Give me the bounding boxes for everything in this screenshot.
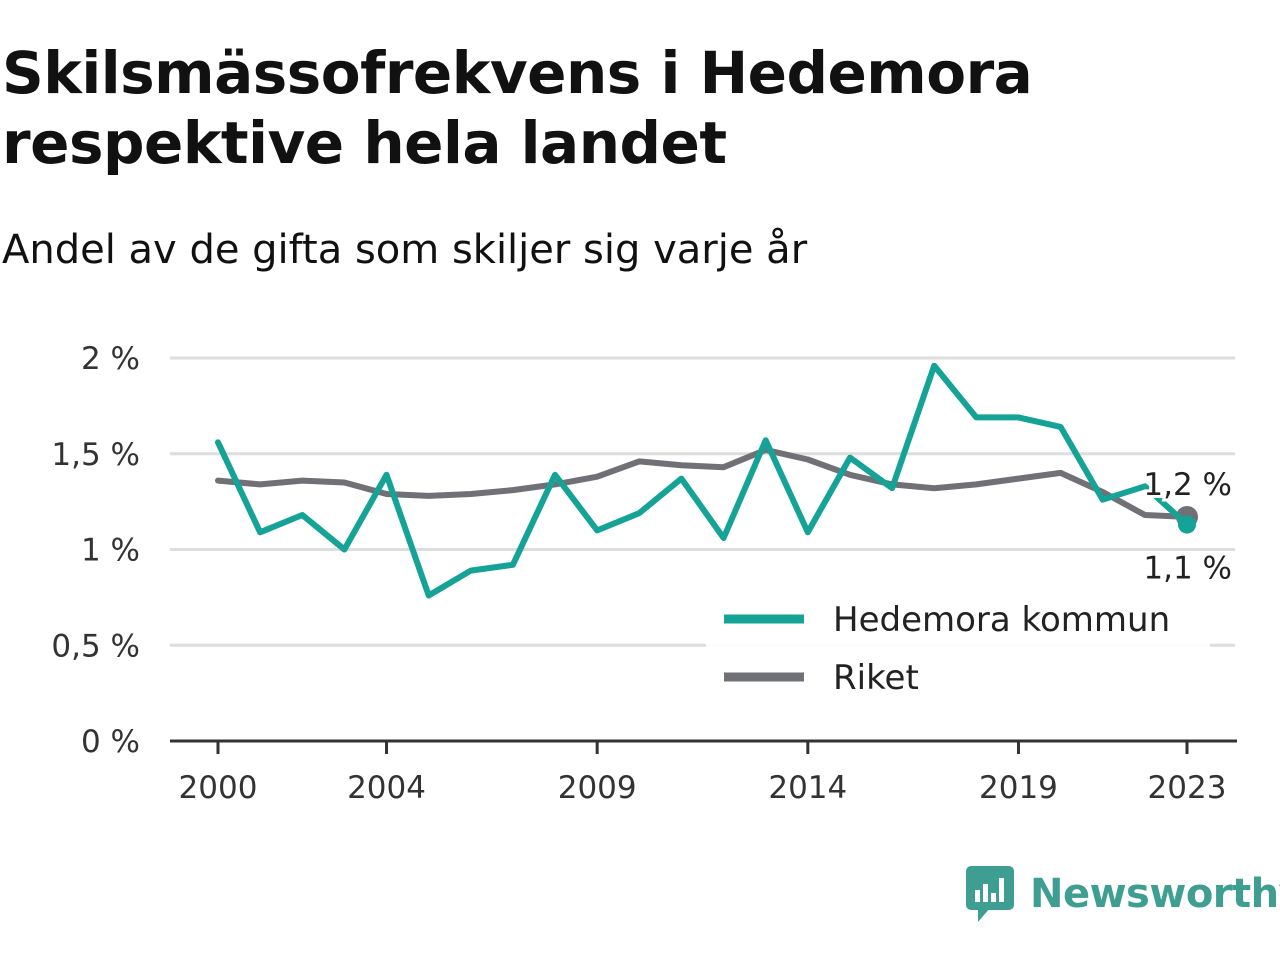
- x-tick-label: 2014: [768, 770, 847, 806]
- series-lines: [215, 362, 1198, 599]
- end-label-hedemora: 1,1 %: [1143, 551, 1232, 587]
- y-tick-label: 0 %: [81, 724, 140, 760]
- x-tick-label: 2009: [558, 770, 637, 806]
- legend-label-riket: Riket: [833, 658, 919, 698]
- x-tick-label: 2004: [347, 770, 426, 806]
- x-axis: 2000 2004 2009 2014 2019 2023: [170, 739, 1237, 806]
- legend-background: [706, 592, 1210, 710]
- y-tick-label: 2 %: [81, 341, 140, 377]
- end-labels: 1,2 % 1,1 %: [1140, 464, 1235, 590]
- x-tick-label: 2019: [979, 770, 1058, 806]
- legend-label-hedemora: Hedemora kommun: [833, 600, 1170, 640]
- x-tick-label: 2000: [179, 770, 258, 806]
- chart-subtitle: Andel av de gifta som skiljer sig varje …: [2, 227, 808, 273]
- end-point-hedemora: [1178, 515, 1196, 534]
- series-line-hedemora: [215, 362, 1190, 599]
- y-axis-ticks: 0 % 0,5 % 1 % 1,5 % 2 %: [51, 341, 140, 760]
- y-tick-label: 0,5 %: [51, 628, 140, 664]
- y-tick-label: 1,5 %: [51, 437, 140, 473]
- newsworthy-logo-icon: [966, 866, 1014, 922]
- legend: Hedemora kommun Riket: [706, 592, 1210, 710]
- line-chart: 0 % 0,5 % 1 % 1,5 % 2 % 2000 2004 2009 2014 2019…: [51, 341, 1237, 806]
- brand-name: Newsworthy: [1030, 871, 1280, 917]
- newsworthy-logo: Newsworthy: [964, 862, 1280, 926]
- chart-title: Skilsmässofrekvens i Hedemora respektive…: [2, 39, 1033, 177]
- y-tick-label: 1 %: [81, 533, 140, 569]
- x-tick-label: 2023: [1148, 770, 1227, 806]
- end-label-riket: 1,2 %: [1143, 467, 1232, 503]
